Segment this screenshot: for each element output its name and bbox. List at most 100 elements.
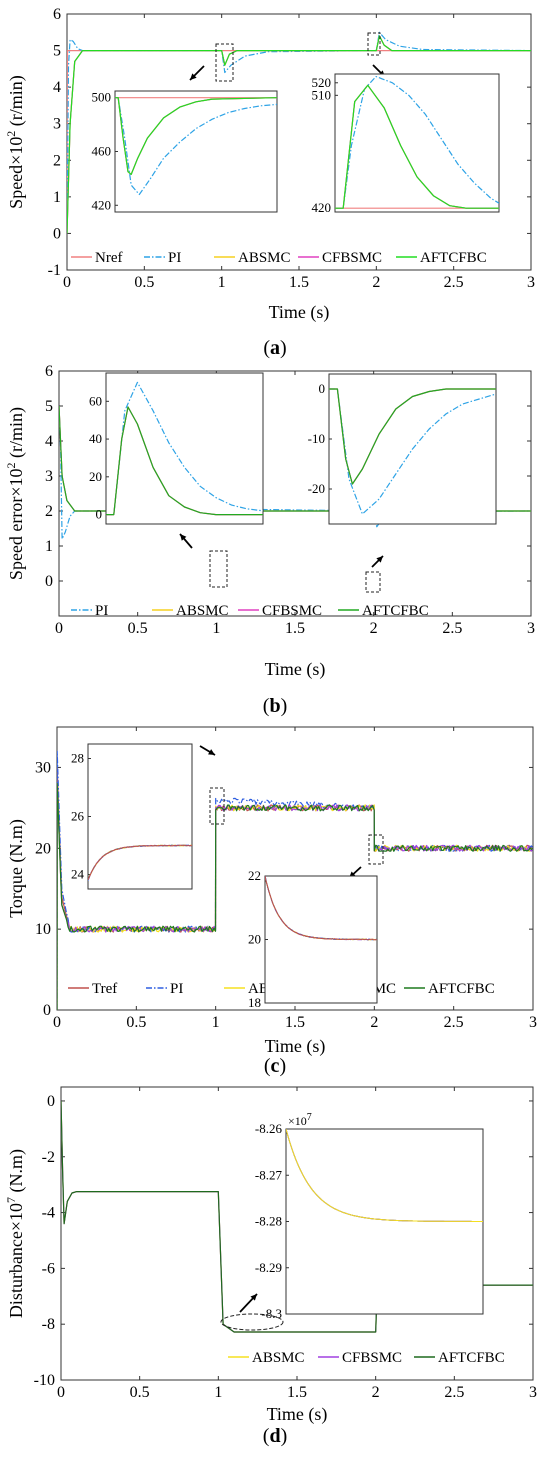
inset-series-group <box>115 97 277 196</box>
x-tick-label: 2.5 <box>444 274 464 291</box>
y-tick-label: 1 <box>45 538 53 555</box>
chart-panel-b: 0 0.5 1 1.5 2 2.5 3 0 1 2 3 4 5 6 Time (s) Speed error×… <box>4 363 535 680</box>
y-tick-label: 6 <box>45 363 53 380</box>
x-axis-label: Time (s) <box>265 1036 326 1057</box>
zoom-box <box>365 571 381 593</box>
inset-series-group <box>286 1129 483 1222</box>
y-tick-label: 4 <box>53 79 61 96</box>
y-tick-label: 5 <box>53 43 61 60</box>
y-tick-label: 5 <box>45 398 53 415</box>
arrow-head <box>208 749 215 755</box>
inset-series-aftcfbc <box>335 84 499 209</box>
caption-a: (a) <box>263 337 287 359</box>
y-tick-label: 4 <box>45 433 53 450</box>
legend-entry: PI <box>95 603 108 619</box>
y-tick-label: 2 <box>45 503 53 520</box>
inset-y-tick-label: 22 <box>248 868 261 883</box>
legend-entry: AFTCFBC <box>428 981 495 997</box>
x-tick-label: 0.5 <box>130 1384 150 1401</box>
zoom-box <box>367 32 381 56</box>
arrow-head <box>190 73 197 80</box>
y-axis-label: Torque (N.m) <box>6 819 27 918</box>
inset-series-group <box>335 75 499 209</box>
inset-frame <box>114 90 278 213</box>
x-tick-label: 0 <box>53 1014 61 1031</box>
inset-y-tick-label: -10 <box>308 431 325 446</box>
y-tick-label: -1 <box>48 262 61 279</box>
y-tick-label: 0 <box>45 573 53 590</box>
chart-panel-d: 0 0.5 1 1.5 2 2.5 3 -10 -8 -6 -4 -2 0 Time (s) Disturb… <box>4 1086 537 1425</box>
inset-series-tref <box>88 844 192 881</box>
y-tick-label: 10 <box>35 921 51 938</box>
inset-series-absmc <box>286 1129 483 1222</box>
inset-y-tick-label: 520 <box>312 75 332 90</box>
legend-entry: CFBSMC <box>342 1350 402 1366</box>
inset-y-tick-label: 26 <box>71 809 85 824</box>
x-tick-label: 1 <box>214 1384 222 1401</box>
inset-1: -8.26 -8.27 -8.28 -8.29 -8.3 ×107 <box>255 1112 484 1321</box>
y-axis-label: Speed×102 (r/min) <box>4 75 27 209</box>
legend-entry: CFBSMC <box>322 250 382 266</box>
x-axis-label: Time (s) <box>269 302 330 323</box>
caption-c: (c) <box>263 1055 287 1077</box>
inset-y-tick-label: 420 <box>312 200 332 215</box>
legend-entry: PI <box>168 250 181 266</box>
inset-series-aftcfbc <box>106 406 263 516</box>
x-tick-label: 0 <box>63 274 71 291</box>
zoom-box <box>209 787 225 825</box>
x-tick-label: 2 <box>372 274 380 291</box>
inset-frame <box>87 743 193 890</box>
caption-b: (b) <box>262 695 288 717</box>
inset-y-tick-label: -8.29 <box>255 1260 282 1275</box>
x-tick-label: 3 <box>527 274 535 291</box>
inset-1: 0 20 40 60 <box>89 372 264 525</box>
zoom-box <box>215 43 234 82</box>
inset-y-tick-label: 420 <box>92 197 112 212</box>
y-tick-label: -2 <box>42 1149 55 1166</box>
x-tick-label: 1.5 <box>285 1014 305 1031</box>
y-axis-label: Speed error×102 (r/min) <box>4 407 27 580</box>
x-tick-label: 2.5 <box>442 620 462 637</box>
inset-exponent: ×107 <box>288 1112 312 1128</box>
inset-series-group <box>106 381 263 516</box>
y-axis-label: Disturbance×107 (N.m) <box>4 1149 27 1318</box>
x-tick-label: 0.5 <box>126 1014 146 1031</box>
x-tick-label: 3 <box>529 1384 537 1401</box>
y-tick-label: 2 <box>53 152 61 169</box>
zoom-ellipse <box>220 1313 284 1331</box>
x-tick-label: 1 <box>212 1014 220 1031</box>
inset-y-tick-label: 20 <box>89 469 102 484</box>
legend-entry: Nref <box>95 250 122 266</box>
inset-y-tick-label: 24 <box>71 867 85 882</box>
legend-entry: CFBSMC <box>262 603 322 619</box>
inset-series-pi <box>115 97 277 196</box>
zoom-box <box>209 550 228 588</box>
legend-entry: Tref <box>92 981 117 997</box>
y-tick-label: -6 <box>42 1260 55 1277</box>
legend-entry: PI <box>170 981 183 997</box>
inset-y-tick-label: 28 <box>71 751 84 766</box>
x-tick-label: 1.5 <box>289 274 309 291</box>
inset-y-tick-label: 510 <box>312 87 332 102</box>
legend-entry: AFTCFBC <box>420 250 487 266</box>
inset-y-tick-label: 500 <box>92 90 112 105</box>
arrow-head <box>180 534 187 541</box>
arrow-head <box>376 556 383 563</box>
y-tick-label: 3 <box>53 116 61 133</box>
x-tick-label: 1 <box>218 274 226 291</box>
inset-y-tick-label: 460 <box>92 144 112 159</box>
inset-2: -20 -10 0 <box>308 373 497 525</box>
inset-series-aftcfbc <box>329 388 496 485</box>
y-tick-label: 30 <box>35 759 51 776</box>
y-tick-label: -8 <box>42 1316 55 1333</box>
y-tick-label: 0 <box>43 1002 51 1019</box>
arrow-head <box>250 1294 257 1301</box>
y-tick-label: 3 <box>45 468 53 485</box>
series-group <box>61 1100 533 1333</box>
x-axis-label: Time (s) <box>267 1404 328 1425</box>
inset-y-tick-label: -20 <box>308 481 325 496</box>
inset-y-tick-label: 0 <box>319 381 326 396</box>
